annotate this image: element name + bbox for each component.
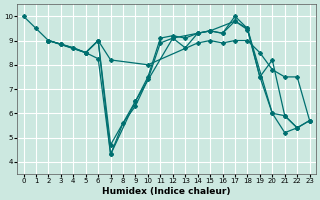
X-axis label: Humidex (Indice chaleur): Humidex (Indice chaleur): [102, 187, 231, 196]
